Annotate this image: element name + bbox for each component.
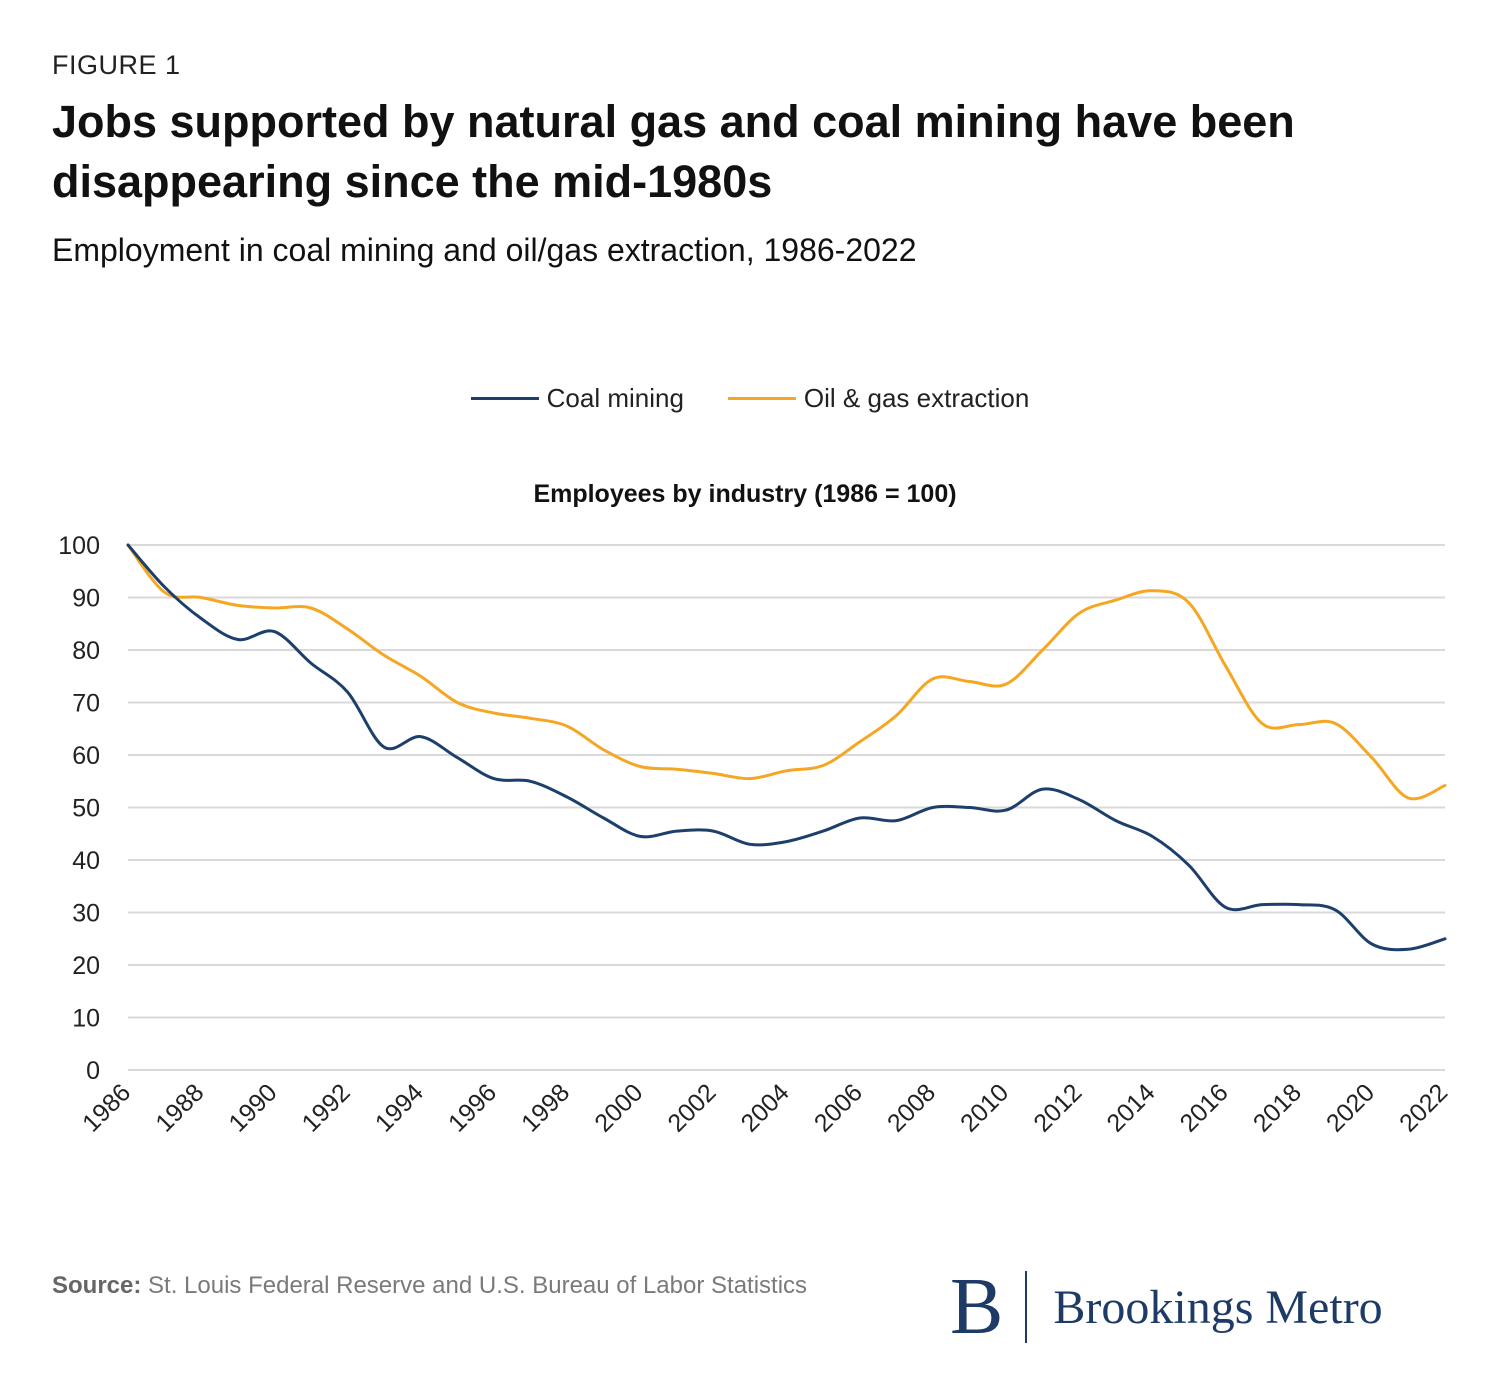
y-tick-label-60: 60	[72, 742, 100, 770]
logo-text: Brookings Metro	[1053, 1280, 1383, 1334]
y-tick-label-80: 80	[72, 637, 100, 665]
x-axis-ticks: 1986 1988 1990 1992 1994 1996 1998 2000 2002 2004…	[77, 1078, 1453, 1137]
y-tick-label-40: 40	[72, 847, 100, 875]
chart-legend: Coal mining Oil & gas extraction	[0, 380, 1500, 416]
series-lines	[126, 543, 1447, 952]
y-tick-label-90: 90	[72, 585, 100, 613]
x-tick-label-2000: 2000	[589, 1078, 648, 1137]
legend-item-oil: Oil & gas extraction	[727, 382, 1030, 414]
logo-mark: B	[950, 1263, 1004, 1351]
y-tick-label-20: 20	[72, 952, 100, 980]
x-tick-label-2004: 2004	[736, 1078, 795, 1137]
y-tick-label-0: 0	[86, 1057, 100, 1085]
source-label: Source:	[52, 1272, 142, 1299]
chart-title: Employees by industry (1986 = 100)	[533, 480, 957, 508]
y-axis-ticks: 0 10 20 30 40 50 60 70 80 90 100	[58, 532, 100, 1085]
x-tick-label-2016: 2016	[1175, 1078, 1234, 1137]
x-tick-label-1998: 1998	[516, 1078, 575, 1137]
y-tick-label-30: 30	[72, 900, 100, 928]
grid-lines	[128, 544, 1445, 1071]
y-tick-label-70: 70	[72, 690, 100, 718]
page-title: Jobs supported by natural gas and coal m…	[52, 96, 1295, 207]
figure-label: FIGURE 1	[52, 50, 181, 80]
source-text: St. Louis Federal Reserve and U.S. Burea…	[148, 1272, 808, 1299]
x-tick-label-2012: 2012	[1028, 1078, 1087, 1137]
logo-divider	[1025, 1271, 1028, 1343]
y-tick-label-50: 50	[72, 795, 100, 823]
x-tick-label-1986: 1986	[77, 1078, 136, 1137]
x-tick-label-2008: 2008	[882, 1078, 941, 1137]
legend-label-oil: Oil & gas extraction	[803, 382, 1030, 413]
y-tick-label-100: 100	[58, 532, 100, 560]
x-tick-label-1988: 1988	[150, 1078, 209, 1137]
legend-label-coal: Coal mining	[546, 382, 684, 413]
series-line-oil-gas	[126, 543, 1447, 801]
x-tick-label-2006: 2006	[809, 1078, 868, 1137]
x-tick-label-2018: 2018	[1248, 1078, 1307, 1137]
x-tick-label-1994: 1994	[370, 1078, 429, 1137]
x-tick-label-1996: 1996	[443, 1078, 502, 1137]
x-tick-label-2002: 2002	[662, 1078, 721, 1137]
brookings-metro-logo: B Brookings Metro	[950, 1262, 1383, 1352]
series-line-coal-mining	[126, 543, 1447, 952]
page-subtitle: Employment in coal mining and oil/gas ex…	[52, 232, 917, 268]
source-note: Source: St. Louis Federal Reserve and U.…	[52, 1272, 807, 1300]
x-tick-label-2020: 2020	[1321, 1078, 1380, 1137]
x-tick-label-1990: 1990	[223, 1078, 282, 1137]
legend-swatch-coal	[470, 396, 539, 400]
y-tick-label-10: 10	[72, 1005, 100, 1033]
x-tick-label-1992: 1992	[297, 1078, 356, 1137]
legend-item-coal: Coal mining	[470, 382, 684, 414]
x-tick-label-2010: 2010	[955, 1078, 1014, 1137]
x-tick-label-2014: 2014	[1101, 1078, 1160, 1137]
legend-swatch-oil	[727, 396, 796, 400]
x-tick-label-2022: 2022	[1394, 1078, 1453, 1137]
